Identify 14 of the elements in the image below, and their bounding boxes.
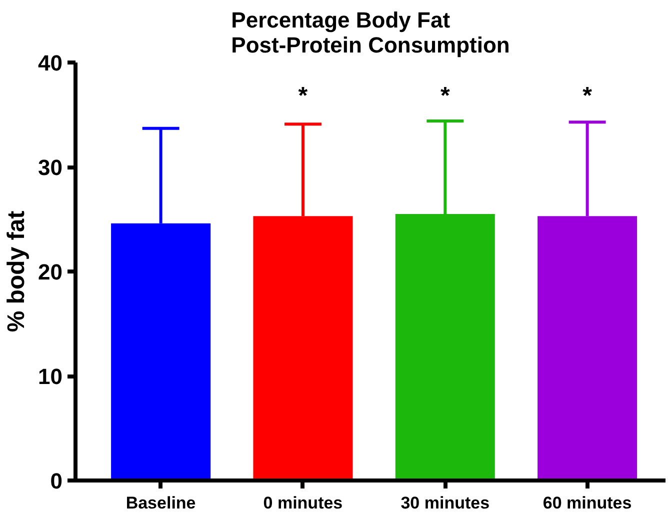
y-tick-label: 0	[50, 468, 63, 494]
x-tick-label: 0 minutes	[263, 494, 343, 512]
y-axis-title: % body fat	[3, 210, 30, 332]
chart-title: Percentage Body Fat Post-Protein Consumption	[231, 8, 510, 58]
y-tick-label: 40	[38, 50, 63, 76]
x-tick-label: Baseline	[126, 494, 196, 512]
annotation: *	[298, 82, 308, 110]
annotation: *	[582, 82, 593, 110]
y-tick-label: 20	[38, 260, 63, 284]
annotation: *	[440, 82, 450, 110]
x-tick-label: 60 minutes	[542, 494, 632, 512]
y-tick-label: 30	[38, 155, 63, 180]
y-tick-label: 10	[38, 364, 63, 389]
x-tick-label: 30 minutes	[400, 494, 490, 512]
